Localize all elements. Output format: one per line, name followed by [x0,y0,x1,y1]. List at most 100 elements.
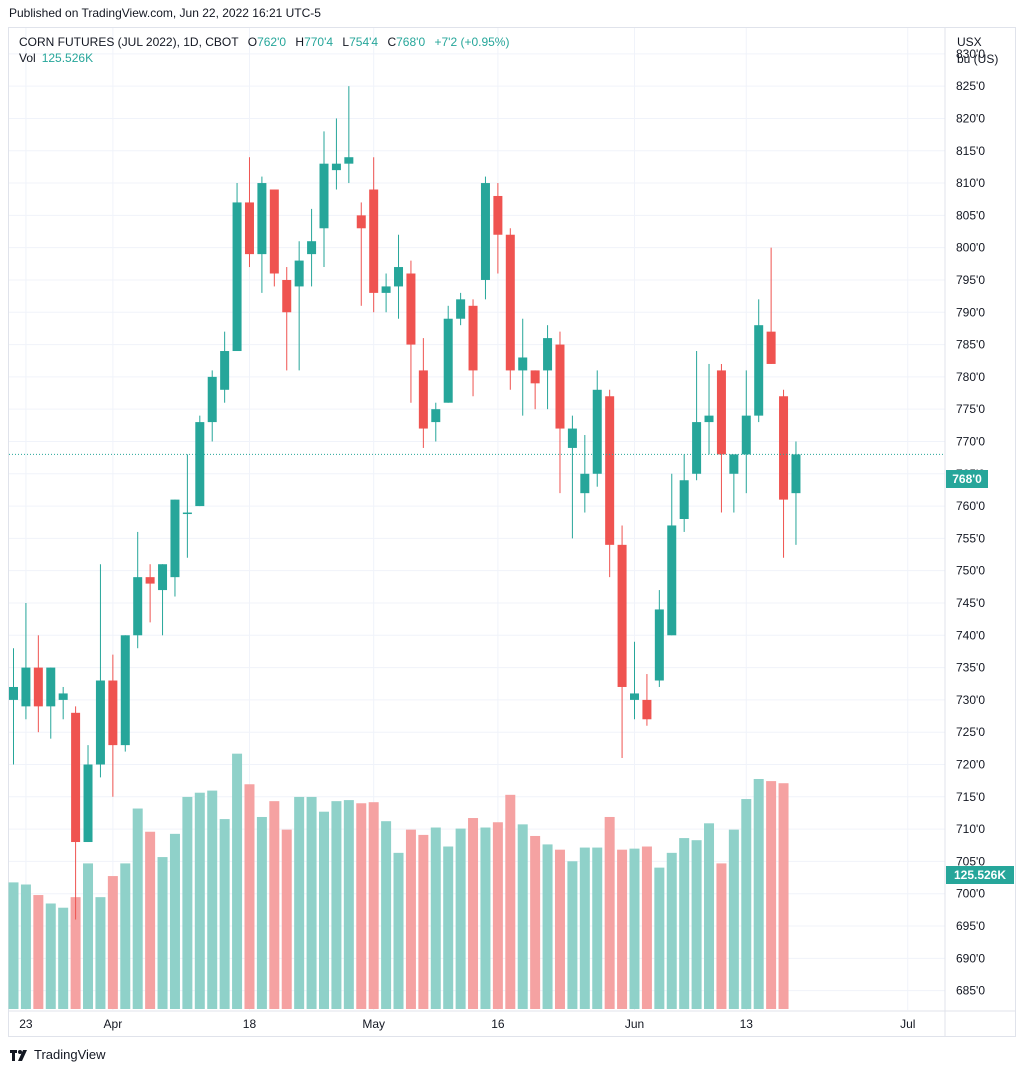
candle-body [493,195,503,235]
volume-bar [741,799,752,1009]
volume-bar [505,794,516,1009]
y-tick-label: 745'0 [956,596,985,610]
volume-bar [70,897,81,1009]
candle-body [642,699,652,720]
volume-bar [629,848,640,1009]
volume-bar [319,811,329,1009]
candle-body [580,473,590,494]
candle-body [158,564,168,591]
y-tick-label: 780'0 [956,370,985,384]
axis-unit: USX bu (US) [957,34,998,68]
volume-bar [45,903,56,1009]
candle-body [716,370,726,455]
volume-bar [244,784,255,1009]
candle-body [344,157,354,164]
candle-body [319,163,329,229]
candle-body [592,389,602,474]
y-tick-label: 725'0 [956,725,985,739]
candle-body [133,577,143,636]
y-tick-label: 785'0 [956,338,985,352]
volume-bar [269,801,280,1009]
low-value: 754'4 [349,35,379,49]
candle-body [567,428,577,448]
candle-body [170,499,180,578]
y-tick-label: 760'0 [956,499,985,513]
candle-body [120,635,130,746]
candle-body [530,370,540,384]
volume-bar [83,863,94,1009]
footer-brand[interactable]: TradingView [10,1047,106,1062]
volume-bar [778,783,789,1009]
candle-body [741,415,751,455]
volume-bar [766,781,777,1009]
volume-bars [8,753,789,1009]
volume-bar [393,852,404,1009]
y-tick-label: 720'0 [956,758,985,772]
x-tick-label: 16 [491,1017,505,1031]
candle-body [468,305,478,371]
candle-body [145,577,155,584]
volume-bar [219,819,230,1009]
open-value: 762'0 [257,35,287,49]
volume-bar [256,816,267,1009]
candle-body [443,318,453,403]
volume-bar [418,834,429,1009]
volume-bar [20,884,31,1009]
candle-body [692,422,702,474]
volume-bar [716,863,727,1009]
candle-body [505,234,515,371]
volume-bar [58,907,69,1009]
y-tick-label: 700'0 [956,887,985,901]
volume-bar [604,816,615,1009]
y-tick-label: 690'0 [956,951,985,965]
candle-body [679,480,689,519]
y-tick-label: 775'0 [956,402,985,416]
candle-body [307,241,317,255]
volume-bar [120,863,131,1009]
volume-bar [95,897,106,1009]
candle-body [617,544,627,687]
candle-body [630,693,639,700]
chart-frame [8,27,1016,1037]
volume-bar [145,831,156,1009]
y-tick-label: 830'0 [956,47,985,61]
candles [9,86,801,920]
y-tick-label: 715'0 [956,790,985,804]
volume-label: Vol [19,51,36,65]
volume-bar [691,840,702,1009]
candle-body [456,299,466,319]
y-tick-label: 800'0 [956,241,985,255]
candle-body [605,396,615,545]
volume-bar [679,838,690,1009]
footer-brand-text: TradingView [34,1047,106,1062]
volume-bar [194,792,205,1009]
volume-bar [207,790,218,1009]
volume-bar [654,867,665,1009]
volume-legend: Vol 125.526K [19,51,93,65]
volume-bar [8,882,19,1009]
candle-body [182,512,192,515]
candle-body [779,396,789,500]
candle-body [331,163,341,171]
open-label: O [247,35,258,49]
symbol-title: CORN FUTURES (JUL 2022), 1D, CBOT [19,35,239,49]
volume-bar [232,753,243,1009]
volume-bar [381,821,392,1009]
candle-body [754,325,764,416]
candle-body [108,680,118,746]
volume-bar [368,802,379,1009]
candle-body [282,279,292,313]
y-tick-label: 735'0 [956,661,985,675]
candle-body [232,202,242,352]
close-value: 768'0 [396,35,426,49]
volume-bar [331,801,342,1009]
y-tick-label: 730'0 [956,693,985,707]
candle-body [704,415,714,423]
candle-body [431,409,441,423]
x-tick-label: 23 [19,1017,33,1031]
volume-bar [542,844,553,1009]
volume-bar [468,818,479,1009]
candle-body [195,422,205,507]
y-tick-label: 705'0 [956,854,985,868]
